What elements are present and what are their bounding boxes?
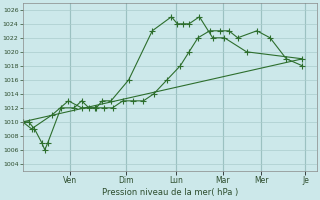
X-axis label: Pression niveau de la mer( hPa ): Pression niveau de la mer( hPa ) <box>102 188 238 197</box>
